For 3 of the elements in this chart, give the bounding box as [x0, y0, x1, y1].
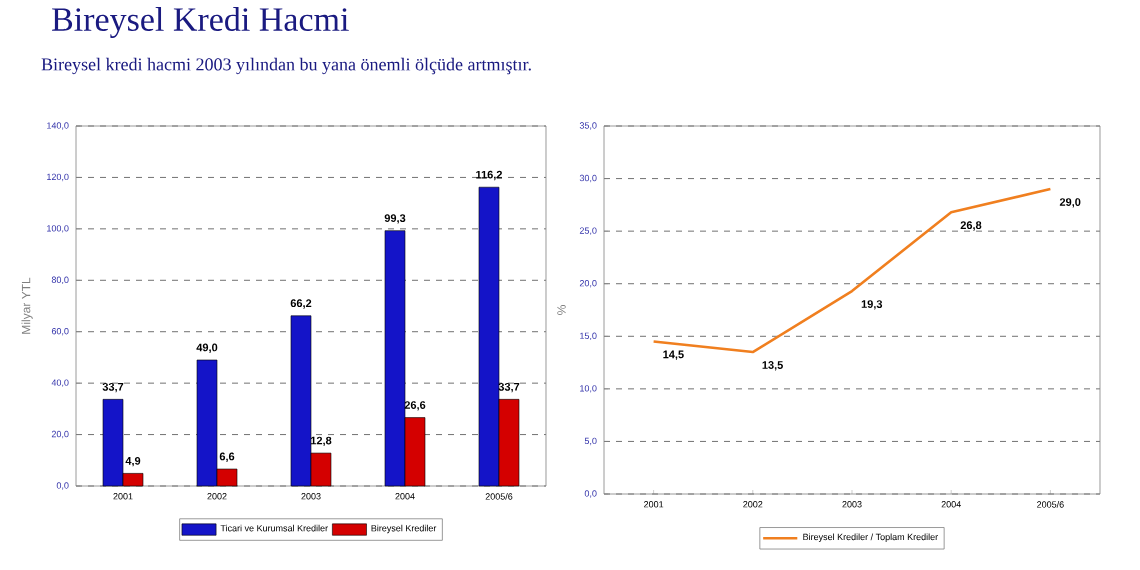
chart-title: Bireysel Kredi Hacmi	[52, 7, 349, 38]
chart-subtitle: Bireysel kredi hacmi 2003 yılından bu yana önemli ölçüde artmıştır.	[41, 57, 531, 75]
line-series	[652, 187, 1052, 354]
